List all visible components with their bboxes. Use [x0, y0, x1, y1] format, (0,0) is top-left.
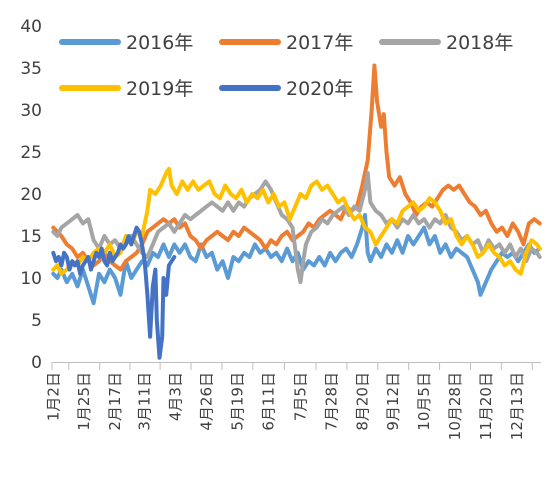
legend-label: 2018年	[446, 32, 513, 54]
x-tick-label: 10月5日	[415, 372, 433, 431]
legend-label: 2017年	[286, 32, 353, 54]
y-tick-label: 15	[20, 227, 42, 247]
x-tick-label: 5月19日	[228, 372, 246, 431]
series-line-5	[51, 225, 177, 360]
x-tick-label: 11月20日	[477, 372, 495, 440]
x-tick-label: 7月5日	[292, 372, 310, 421]
x-tick-label: 12月13日	[508, 372, 526, 440]
y-tick-label: 30	[20, 101, 42, 121]
x-tick-label: 1月2日	[44, 372, 62, 421]
x-tick-label: 4月3日	[167, 372, 185, 421]
legend: 2016年 2017年 2018年 2019年 2020年	[59, 32, 513, 100]
y-tick-label: 5	[31, 311, 42, 331]
y-tick-label: 0	[31, 353, 42, 373]
y-tick-label: 20	[20, 185, 42, 205]
x-tick-label: 7月28日	[322, 372, 340, 431]
x-tick-label: 6月11日	[259, 372, 277, 431]
legend-label: 2019年	[126, 78, 193, 100]
x-tick-label: 10月28日	[446, 372, 464, 440]
series-line-1	[51, 213, 542, 306]
x-tick-label: 8月20日	[353, 372, 371, 431]
y-tick-label: 35	[20, 59, 42, 79]
x-tick-label: 1月25日	[75, 372, 93, 431]
series-layer	[51, 63, 542, 360]
y-tick-label: 40	[20, 17, 42, 37]
legend-label: 2016年	[126, 32, 193, 54]
axis-layer: 0 5 10 15 20 25 30 35 40 1月2日 1月25日 2月17日 3月11日 4月3日 4…	[20, 17, 541, 440]
x-tick-label: 3月11日	[136, 372, 154, 431]
y-tick-label: 25	[20, 143, 42, 163]
x-tick-label: 2月17日	[106, 372, 124, 431]
legend-label: 2020年	[286, 78, 353, 100]
x-tick-label: 4月26日	[197, 372, 215, 431]
series-line-2	[51, 63, 542, 272]
y-tick-label: 10	[20, 269, 42, 289]
x-tick-label: 9月12日	[384, 372, 402, 431]
